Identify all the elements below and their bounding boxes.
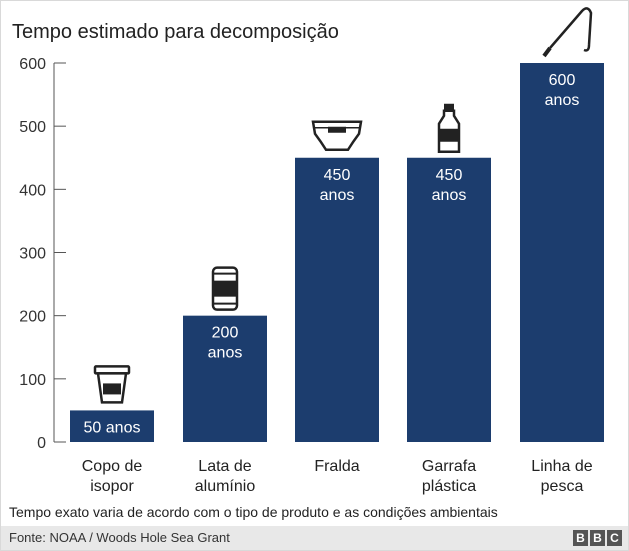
- bar: [520, 63, 604, 442]
- x-category-label: Garrafa: [422, 458, 476, 475]
- bar-value-label: 450: [436, 167, 463, 184]
- bar: [70, 410, 154, 442]
- y-tick-label: 200: [19, 309, 46, 326]
- footer-bar: Fonte: NOAA / Woods Hole Sea Grant B B C: [1, 526, 628, 550]
- cup-icon: [93, 365, 131, 404]
- x-category-label: pesca: [541, 478, 584, 495]
- bbc-logo-letter: B: [573, 530, 588, 546]
- bar-value-label: anos: [545, 92, 580, 109]
- bar: [183, 315, 267, 442]
- x-category-label: Linha de: [531, 458, 592, 475]
- chart-title: Tempo estimado para decomposição: [12, 21, 339, 43]
- bottle-icon: [437, 103, 461, 153]
- bar-value-label: anos: [320, 187, 355, 204]
- bar-value-label: 600: [549, 72, 576, 89]
- bar: [407, 157, 491, 442]
- y-tick-label: 600: [19, 56, 46, 73]
- y-tick-label: 300: [19, 246, 46, 263]
- x-category-label: plástica: [422, 478, 476, 495]
- chart-note: Tempo exato varia de acordo com o tipo d…: [9, 504, 498, 520]
- x-category-label: isopor: [90, 478, 134, 495]
- bar-value-label: anos: [432, 187, 467, 204]
- bbc-logo-letter: C: [607, 530, 622, 546]
- bar-chart: 0 100 200 300 400 500 600 50 anos Copo de isopor 2…: [19, 7, 604, 495]
- bbc-logo: B B C: [573, 530, 622, 546]
- x-category-label: Lata de: [198, 458, 251, 475]
- y-tick-label: 400: [19, 182, 46, 199]
- bar-value-label: anos: [208, 345, 243, 362]
- bbc-logo-letter: B: [590, 530, 605, 546]
- y-tick-label: 100: [19, 372, 46, 389]
- y-tick-label: 0: [37, 435, 46, 452]
- x-category-label: Copo de: [82, 458, 143, 475]
- y-tick-label: 500: [19, 119, 46, 136]
- bar: [295, 157, 379, 442]
- bar-value-label: 50 anos: [84, 419, 141, 436]
- source-text: Fonte: NOAA / Woods Hole Sea Grant: [9, 530, 230, 545]
- fishing-line-icon: [542, 7, 593, 58]
- x-category-label: Fralda: [314, 458, 359, 475]
- diaper-icon: [311, 120, 363, 151]
- bar-value-label: 450: [324, 167, 351, 184]
- bar-value-label: 200: [212, 325, 239, 342]
- can-icon: [211, 266, 239, 311]
- x-category-label: alumínio: [195, 478, 256, 495]
